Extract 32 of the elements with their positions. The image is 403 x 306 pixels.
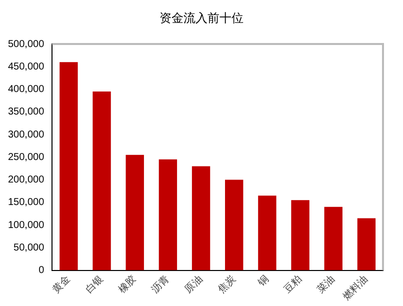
bar: [291, 200, 310, 270]
x-tick-label: 菜油: [314, 273, 338, 296]
y-tick-label: 350,000: [8, 106, 45, 118]
y-tick-label: 100,000: [8, 220, 45, 231]
x-tick-label: 沥青: [149, 273, 172, 296]
bar: [192, 166, 210, 270]
bar: [158, 159, 178, 270]
y-tick-label: 200,000: [8, 174, 45, 186]
bar: [324, 206, 342, 270]
bar: [126, 154, 144, 270]
y-tick-label: 0: [38, 265, 45, 276]
chart-title: 资金流入前十位: [158, 10, 244, 27]
x-tick-label: 豆粕: [282, 274, 304, 296]
x-tick-label: 原油: [182, 273, 205, 296]
bar: [258, 196, 276, 270]
x-tick-label: 燃料油: [340, 273, 370, 303]
bar: [225, 180, 244, 270]
x-tick-label: 黄金: [50, 273, 73, 296]
x-tick-label: 橡胶: [116, 273, 139, 296]
y-tick-label: 250,000: [8, 152, 45, 163]
y-tick-label: 50,000: [14, 242, 45, 254]
y-tick-label: 400,000: [8, 84, 45, 96]
bar: [92, 92, 111, 270]
bar: [357, 218, 376, 270]
y-tick-label: 150,000: [8, 197, 45, 208]
y-tick-label: 450,000: [8, 61, 45, 72]
y-tick-label: 300,000: [8, 129, 45, 140]
x-tick-label: 白银: [83, 273, 106, 296]
x-tick-label: 铜: [256, 274, 272, 290]
x-tick-label: 焦炭: [215, 273, 238, 296]
bar: [60, 62, 78, 270]
y-tick-label: 500,000: [8, 38, 45, 50]
